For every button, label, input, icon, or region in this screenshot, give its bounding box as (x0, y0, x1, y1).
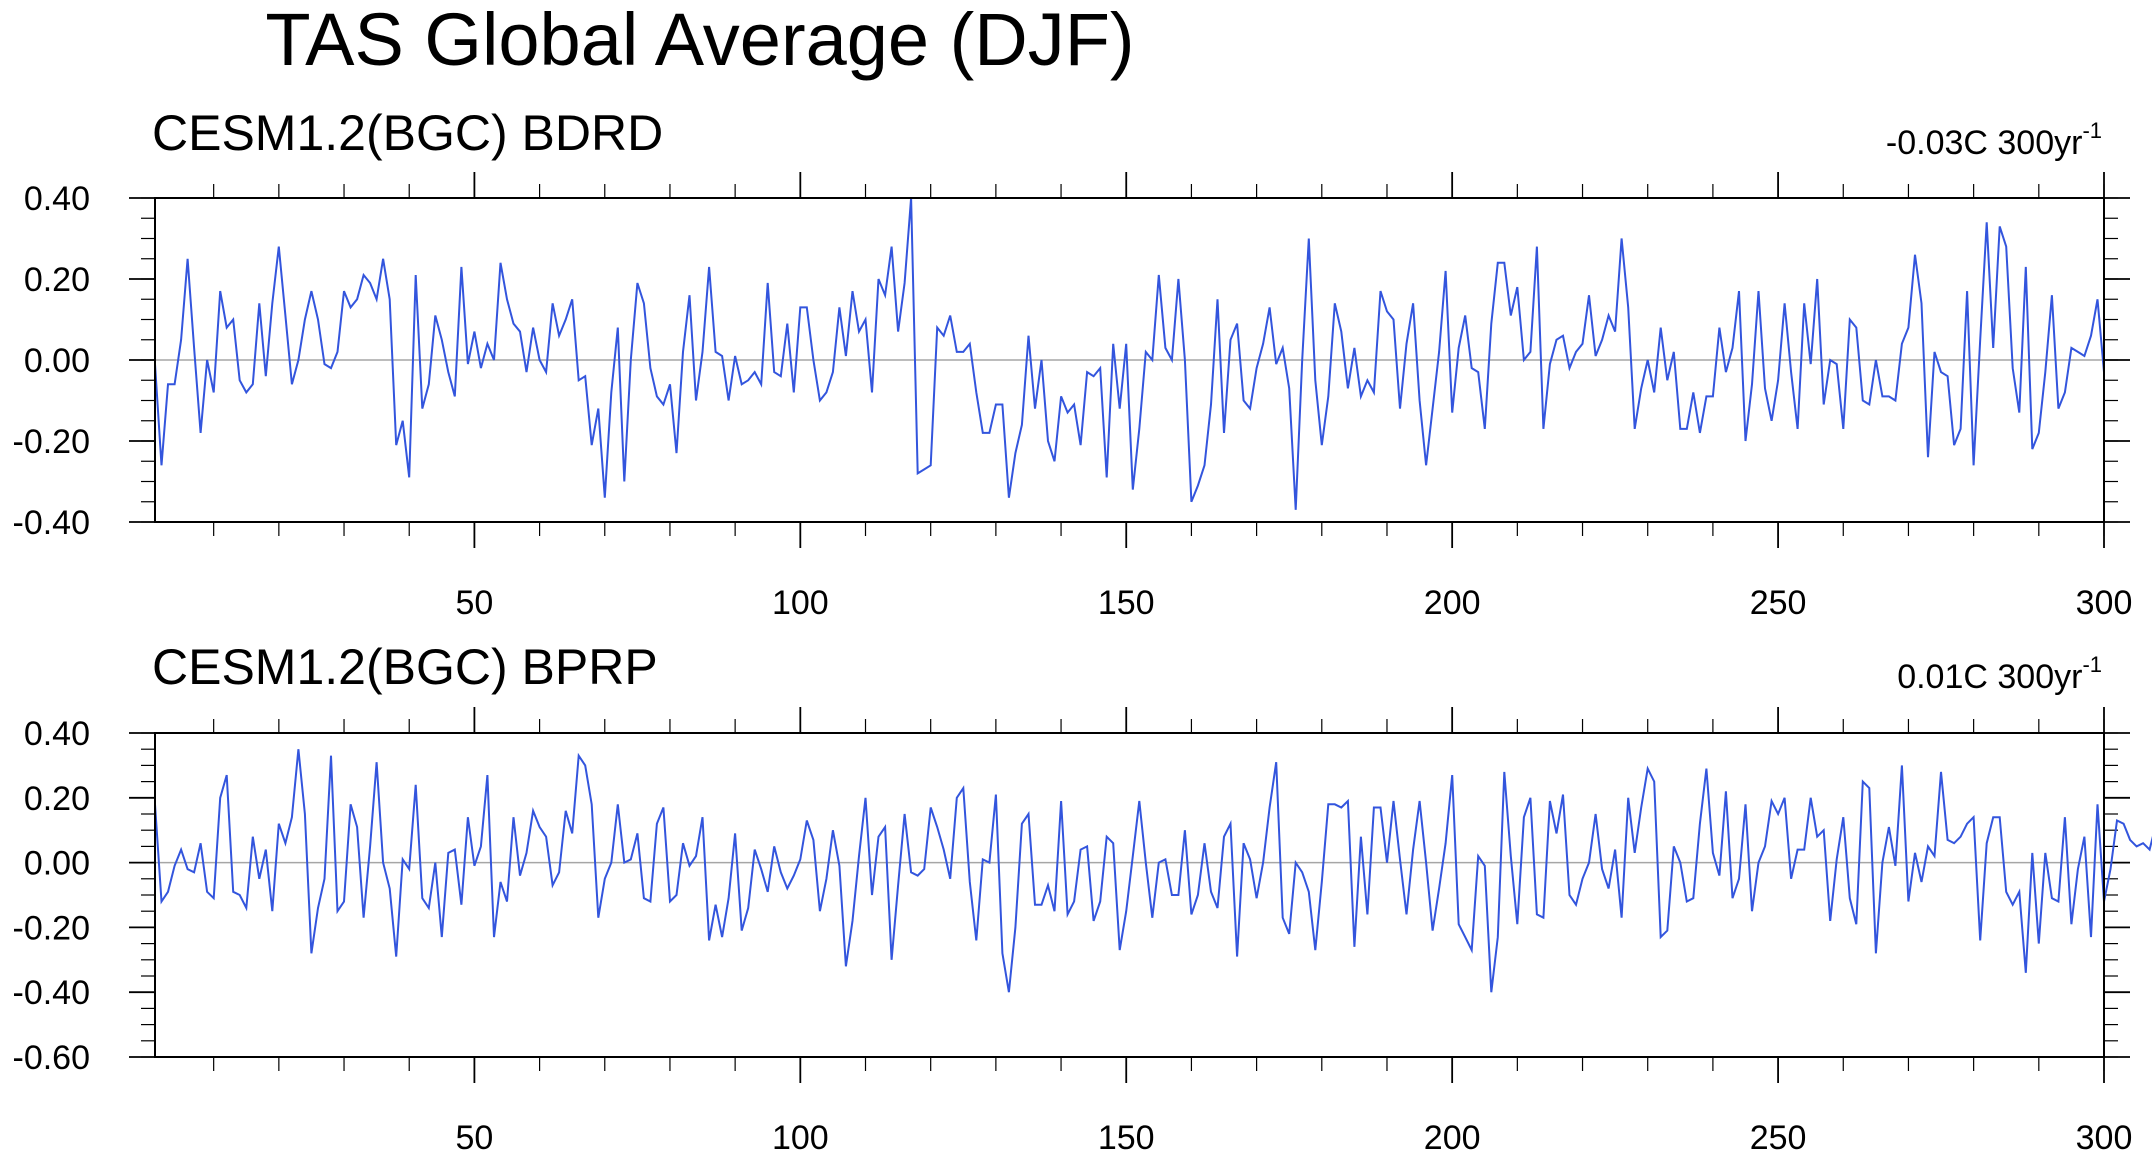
series-line (154, 749, 2152, 993)
series-line (154, 197, 2105, 510)
trend-exponent-bprp: -1 (2082, 652, 2102, 677)
trend-exponent-bdrd: -1 (2082, 118, 2102, 143)
x-tick-label: 300 (2076, 584, 2133, 622)
y-tick-label: -0.20 (13, 909, 91, 947)
y-tick-label: 0.40 (24, 180, 90, 218)
trend-text-bdrd: -0.03C 300yr (1886, 124, 2083, 162)
x-tick-label: 100 (772, 1119, 829, 1157)
trend-label-bprp: 0.01C 300yr-1 (1897, 652, 2102, 696)
x-tick-label: 200 (1424, 584, 1481, 622)
y-tick-label: -0.60 (13, 1039, 91, 1077)
y-tick-label: -0.40 (13, 974, 91, 1012)
y-tick-label: 0.40 (24, 715, 90, 753)
x-tick-label: 100 (772, 584, 829, 622)
panel-title-bprp: CESM1.2(BGC) BPRP (152, 639, 658, 695)
x-tick-label: 200 (1424, 1119, 1481, 1157)
panel-title-bdrd: CESM1.2(BGC) BDRD (152, 105, 663, 161)
x-tick-label: 250 (1750, 1119, 1807, 1157)
plot-frame (154, 732, 2105, 1058)
panel-bdrd: CESM1.2(BGC) BDRD -0.03C 300yr-1 0.40 0.2… (13, 105, 2133, 622)
x-tick-label: 50 (455, 1119, 493, 1157)
panel-bprp: CESM1.2(BGC) BPRP 0.01C 300yr-1 0.40 0.20… (13, 639, 2152, 1157)
y-tick-label: 0.00 (24, 342, 90, 380)
x-tick-label: 250 (1750, 584, 1807, 622)
plot-frame (154, 197, 2105, 523)
y-tick-label: -0.20 (13, 423, 91, 461)
x-tick-label: 50 (455, 584, 493, 622)
trend-label-bdrd: -0.03C 300yr-1 (1886, 118, 2102, 162)
x-tick-label: 150 (1098, 1119, 1155, 1157)
y-tick-label: -0.40 (13, 504, 91, 542)
trend-text-bprp: 0.01C 300yr (1897, 658, 2082, 696)
x-tick-label: 300 (2076, 1119, 2133, 1157)
y-tick-label: 0.20 (24, 780, 90, 818)
y-tick-label: 0.20 (24, 261, 90, 299)
chart-title: TAS Global Average (DJF) (265, 0, 1135, 81)
y-tick-label: 0.00 (24, 845, 90, 883)
x-tick-label: 150 (1098, 584, 1155, 622)
